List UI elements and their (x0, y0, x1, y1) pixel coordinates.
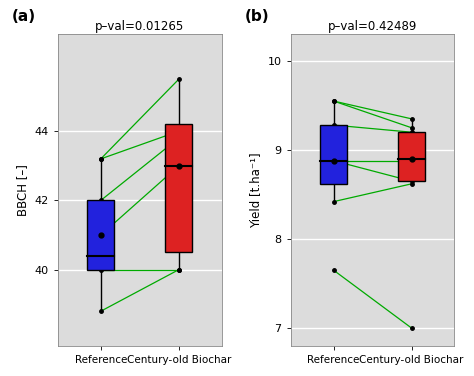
Title: p–val=0.01265: p–val=0.01265 (95, 20, 184, 33)
Y-axis label: Yield [t.ha⁻¹]: Yield [t.ha⁻¹] (249, 152, 262, 228)
Text: (b): (b) (245, 9, 270, 24)
Bar (165, 124, 192, 252)
Title: p–val=0.42489: p–val=0.42489 (328, 20, 417, 33)
Bar (320, 125, 347, 184)
Text: (a): (a) (12, 9, 36, 24)
Y-axis label: BBCH [–]: BBCH [–] (16, 164, 29, 216)
Bar (87, 200, 114, 270)
Bar (398, 132, 425, 181)
